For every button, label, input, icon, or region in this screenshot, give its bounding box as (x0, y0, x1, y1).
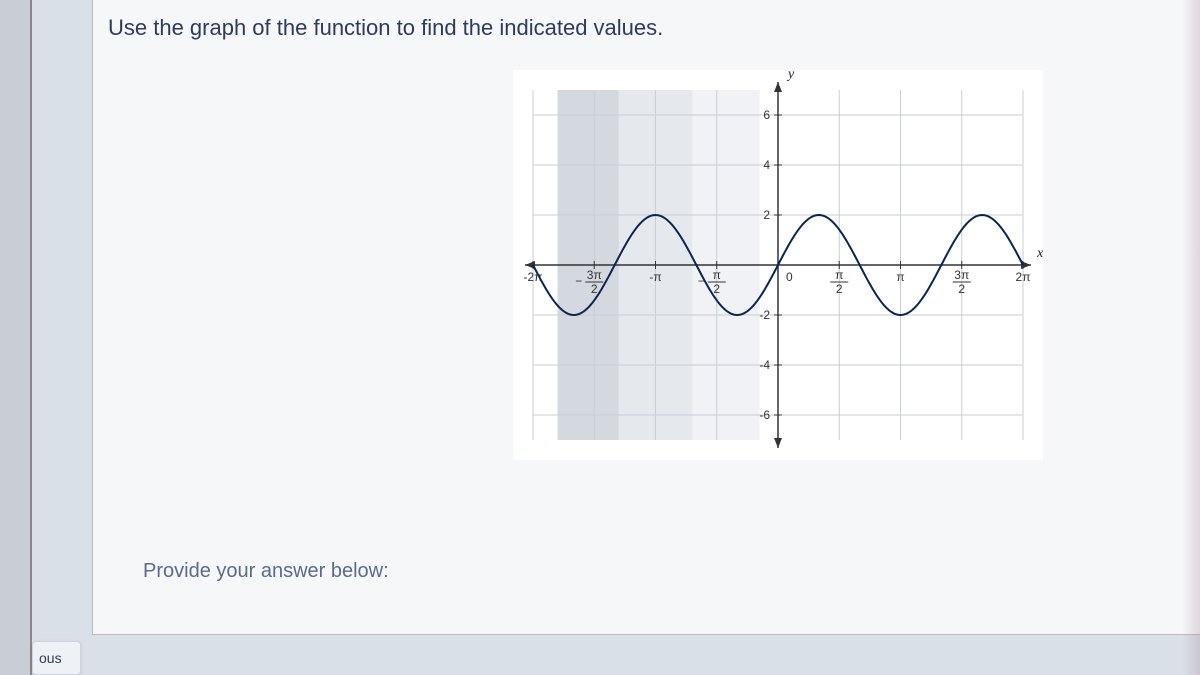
svg-text:2π: 2π (1016, 270, 1031, 284)
svg-text:π: π (896, 270, 904, 284)
previous-button-label: ous (39, 650, 62, 666)
svg-text:-4: -4 (759, 358, 770, 372)
svg-text:2: 2 (836, 282, 843, 296)
svg-text:6: 6 (763, 108, 770, 122)
graph-svg: -6-4-2246-2π−3π2-π−π20π2π3π22πyx (513, 70, 1043, 460)
svg-text:-6: -6 (759, 408, 770, 422)
svg-text:-2: -2 (759, 308, 770, 322)
svg-text:π: π (835, 268, 843, 282)
svg-text:−: − (575, 274, 582, 288)
svg-text:4: 4 (763, 158, 770, 172)
answer-prompt: Provide your answer below: (143, 560, 389, 583)
svg-text:0: 0 (786, 270, 793, 284)
instruction-text: Use the graph of the function to find th… (108, 15, 663, 41)
svg-text:3π: 3π (587, 268, 602, 282)
svg-text:2: 2 (958, 282, 965, 296)
outer-frame: Use the graph of the function to find th… (30, 0, 1200, 675)
question-panel: Use the graph of the function to find th… (92, 0, 1200, 635)
svg-text:2: 2 (591, 282, 598, 296)
function-graph: -6-4-2246-2π−3π2-π−π20π2π3π22πyx (513, 70, 1043, 460)
svg-text:2: 2 (713, 282, 720, 296)
svg-text:π: π (713, 268, 721, 282)
svg-text:-π: -π (649, 270, 661, 284)
svg-text:3π: 3π (954, 268, 969, 282)
previous-button[interactable]: ous (32, 641, 81, 675)
svg-text:2: 2 (763, 208, 770, 222)
svg-text:y: y (786, 67, 795, 82)
svg-text:x: x (1036, 246, 1044, 261)
